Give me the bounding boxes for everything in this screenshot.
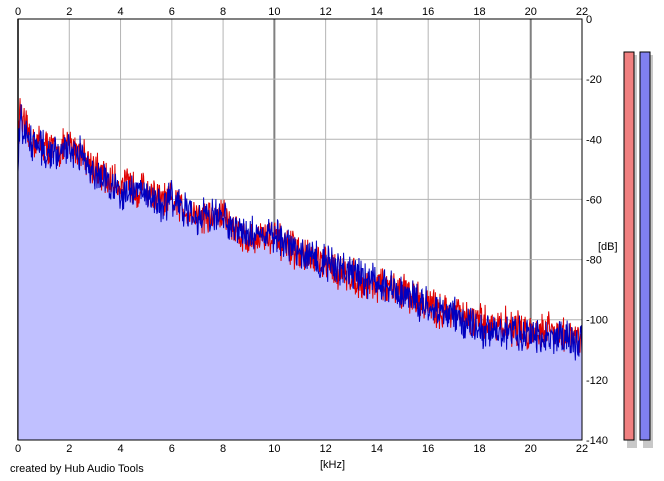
- y-tick-label: -40: [586, 134, 602, 146]
- x-tick-label-top: 18: [473, 6, 485, 18]
- x-tick-label-bottom: 14: [371, 443, 383, 455]
- x-tick-label-top: 20: [525, 6, 537, 18]
- x-tick-label-top: 6: [169, 6, 175, 18]
- y-tick-label: -60: [586, 194, 602, 206]
- x-tick-label-bottom: 16: [422, 443, 434, 455]
- level-meter-2: [639, 51, 651, 441]
- x-tick-label-top: 14: [371, 6, 383, 18]
- x-tick-label-bottom: 2: [66, 443, 72, 455]
- x-tick-label-bottom: 6: [169, 443, 175, 455]
- y-tick-label: -120: [586, 375, 608, 387]
- x-tick-label-bottom: 0: [15, 443, 21, 455]
- credit-text: created by Hub Audio Tools: [10, 463, 144, 475]
- y-tick-label: -140: [586, 435, 608, 447]
- x-tick-label-bottom: 18: [473, 443, 485, 455]
- x-tick-label-top: 22: [576, 6, 588, 18]
- x-tick-label-top: 16: [422, 6, 434, 18]
- level-meter-1: [623, 51, 635, 441]
- x-tick-label-top: 12: [320, 6, 332, 18]
- x-tick-label-top: 0: [15, 6, 21, 18]
- x-axis-unit: [kHz]: [320, 459, 345, 471]
- x-tick-label-bottom: 10: [268, 443, 280, 455]
- y-axis-unit: [dB]: [598, 241, 618, 253]
- x-tick-label-top: 2: [66, 6, 72, 18]
- plot-border: [17, 18, 583, 441]
- x-tick-label-bottom: 12: [320, 443, 332, 455]
- x-tick-label-bottom: 4: [117, 443, 123, 455]
- x-tick-label-top: 10: [268, 6, 280, 18]
- x-tick-label-bottom: 20: [525, 443, 537, 455]
- x-tick-label-top: 8: [220, 6, 226, 18]
- x-tick-label-top: 4: [117, 6, 123, 18]
- x-tick-label-bottom: 22: [576, 443, 588, 455]
- spectrum-area-fill: [18, 98, 582, 440]
- y-tick-label: -80: [586, 255, 602, 267]
- y-tick-label: -20: [586, 74, 602, 86]
- y-tick-label: -100: [586, 315, 608, 327]
- x-tick-label-bottom: 8: [220, 443, 226, 455]
- y-tick-label: 0: [586, 14, 592, 26]
- channel-2-line: [17, 104, 583, 361]
